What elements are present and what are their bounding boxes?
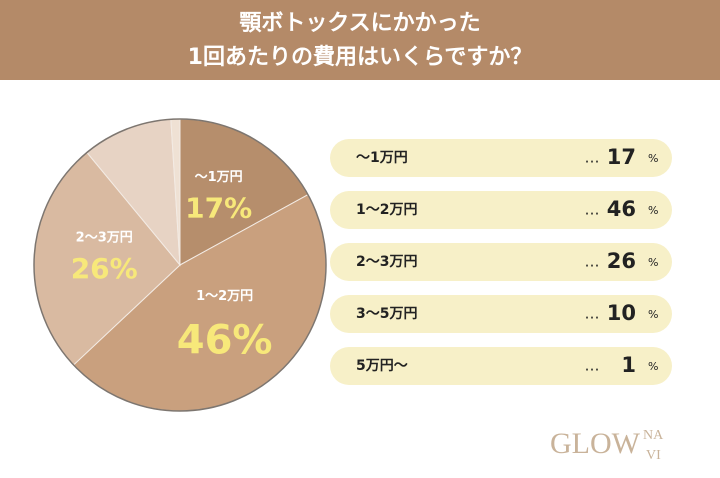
legend-label: 〜1万円 [356,150,408,166]
title-line: 顎ボトックスにかかった [239,11,480,36]
legend-unit: % [648,204,658,217]
legend-leader: … [585,201,600,219]
legend-label: 5万円〜 [356,358,408,374]
legend-value: 1 [621,353,636,377]
legend-value: 26 [607,249,636,273]
slice-value-label: 26% [71,252,138,285]
legend-value: 46 [607,197,636,221]
legend-unit: % [648,256,658,269]
legend-value: 10 [607,301,636,325]
legend-leader: … [585,253,600,271]
legend-label: 3〜5万円 [356,306,417,322]
brand-logo-sup: NA [643,428,664,443]
brand-logo: GLOW [550,427,641,460]
slice-value-label: 17% [185,192,252,225]
pie-outline [33,118,327,412]
title-line: 1回あたりの費用はいくらですか？ [188,45,533,70]
legend-pill [330,347,672,385]
title-band [0,0,720,80]
legend-leader: … [585,357,600,375]
legend-label: 2〜3万円 [356,254,417,270]
slice-value-label: 46% [177,317,273,363]
legend-pill [330,191,672,229]
legend-pill [330,243,672,281]
legend-leader: … [585,149,600,167]
slice-category: 1〜2万円 [196,289,253,304]
legend-leader: … [585,305,600,323]
slice-category: 2〜3万円 [76,231,133,246]
legend-unit: % [648,152,658,165]
legend-pill [330,295,672,333]
legend-unit: % [648,308,658,321]
legend-label: 1〜2万円 [356,202,417,218]
legend-pill [330,139,672,177]
slice-category: 〜1万円 [195,170,243,185]
legend-value: 17 [607,145,636,169]
legend-unit: % [648,360,658,373]
brand-logo-sub: VI [646,448,661,463]
